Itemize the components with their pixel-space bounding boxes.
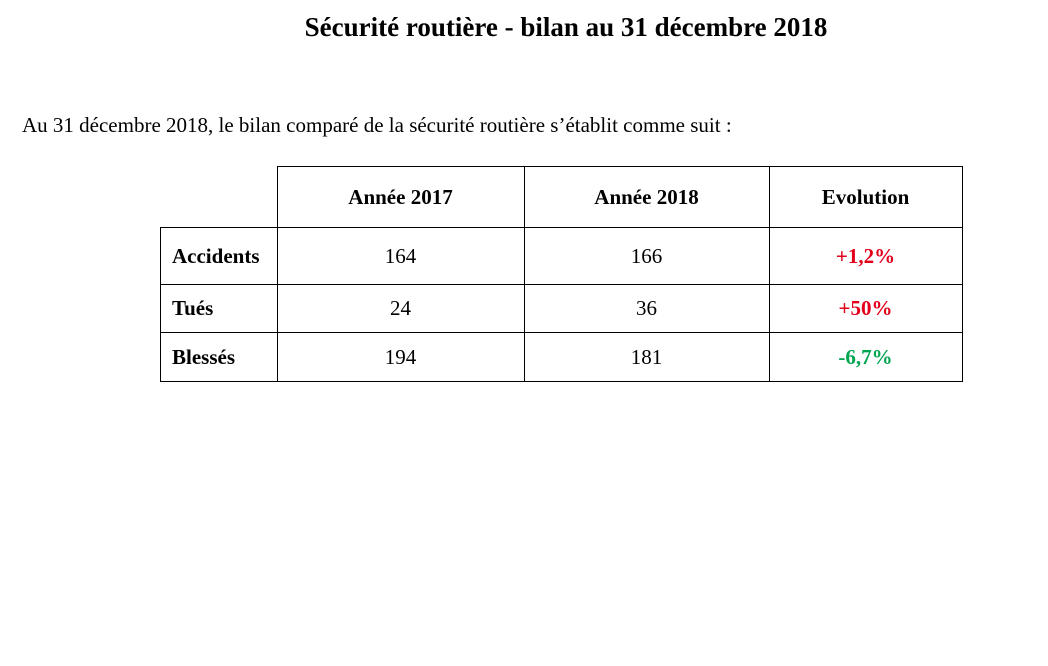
cell: 194 bbox=[276, 332, 525, 382]
evolution-cell: -6,7% bbox=[768, 332, 963, 382]
table-body: Année 2017 Année 2018 Evolution Accident… bbox=[160, 166, 963, 382]
intro: Au 31 décembre 2018, le bilan comparé de… bbox=[22, 113, 732, 137]
header-cell: Année 2018 bbox=[523, 166, 770, 228]
row: Tués 24 36 +50% bbox=[160, 284, 963, 333]
header-cell: Evolution bbox=[768, 166, 963, 228]
cell: 24 bbox=[276, 284, 525, 333]
cell: 181 bbox=[523, 332, 770, 382]
evolution-cell: +1,2% bbox=[768, 227, 963, 285]
row: Accidents 164 166 +1,2% bbox=[160, 227, 963, 285]
cell: 164 bbox=[276, 227, 525, 285]
cell: 166 bbox=[523, 227, 770, 285]
corner-cell bbox=[160, 166, 278, 228]
header-row: Année 2017 Année 2018 Evolution bbox=[160, 166, 963, 228]
table: Année 2017 Année 2018 Evolution Accident… bbox=[160, 166, 963, 382]
row-label: Blessés bbox=[160, 332, 278, 382]
evolution-cell: +50% bbox=[768, 284, 963, 333]
row-label: Tués bbox=[160, 284, 278, 333]
row-label: Accidents bbox=[160, 227, 278, 285]
row: Blessés 194 181 -6,7% bbox=[160, 332, 963, 382]
title: Sécurité routière - bilan au 31 décembre… bbox=[304, 12, 828, 42]
cell: 36 bbox=[523, 284, 770, 333]
header-cell: Année 2017 bbox=[276, 166, 525, 228]
